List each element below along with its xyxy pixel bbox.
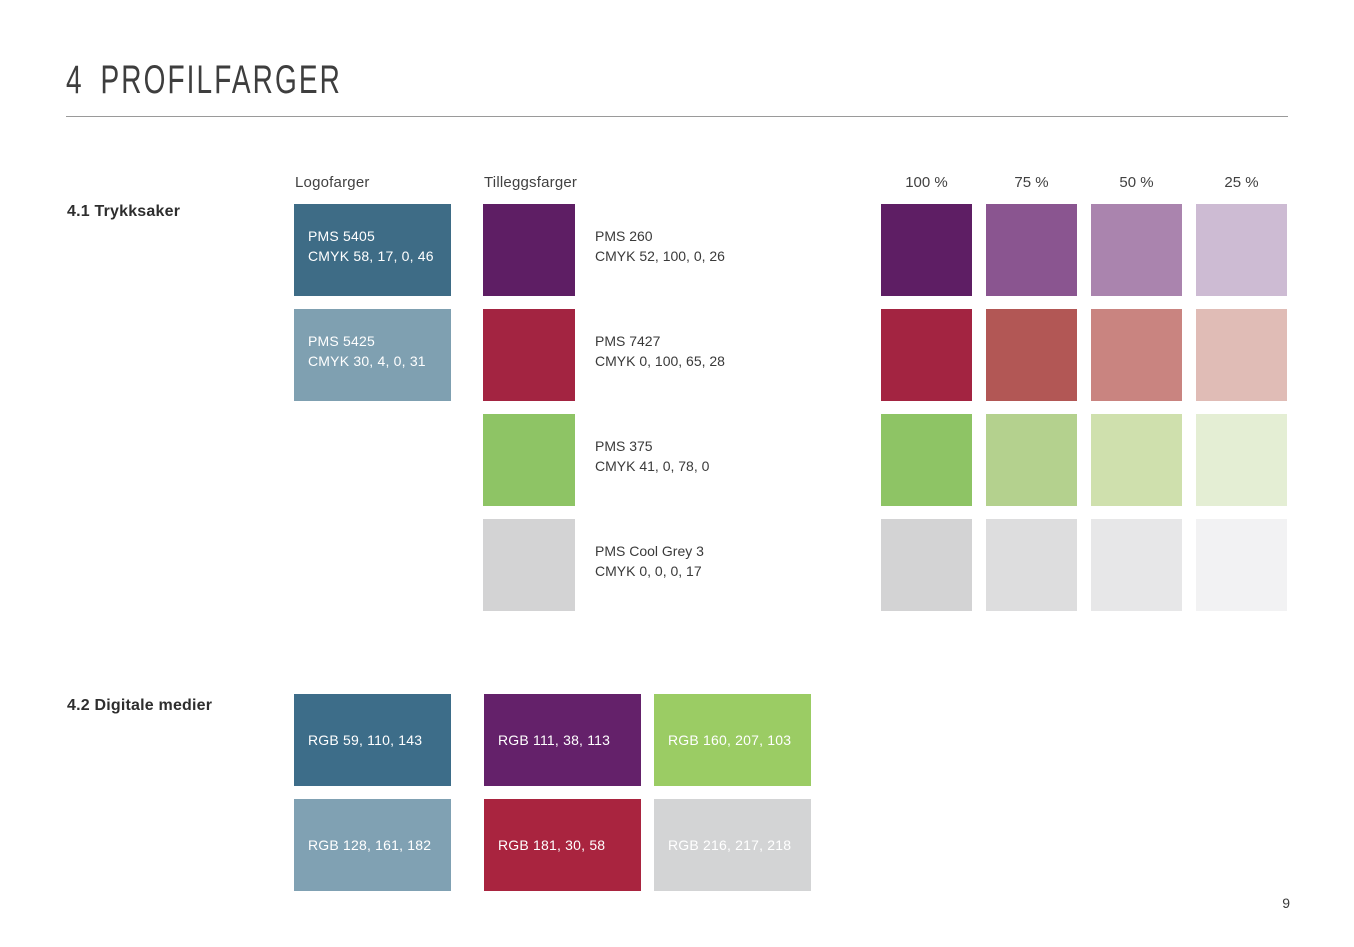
title-divider [66, 116, 1288, 117]
cmyk-value: CMYK 30, 4, 0, 31 [308, 353, 426, 369]
pms-name: PMS 375 [595, 438, 653, 454]
additional-color-desc: PMS Cool Grey 3 CMYK 0, 0, 0, 17 [595, 541, 704, 581]
tint-swatch [881, 309, 972, 401]
cmyk-value: CMYK 41, 0, 78, 0 [595, 458, 710, 474]
pms-name: PMS 5425 [308, 333, 375, 349]
cmyk-value: CMYK 58, 17, 0, 46 [308, 248, 434, 264]
logo-colors-header: Logofarger [295, 174, 370, 191]
section-number: 4 [66, 58, 84, 102]
tint-swatch [986, 519, 1077, 611]
digital-color-swatch: RGB 181, 30, 58 [484, 799, 641, 891]
section-label-digital: 4.2 Digitale medier [67, 697, 213, 714]
additional-color-swatch [483, 414, 575, 506]
page-title: 4 PROFILFARGER [66, 58, 342, 103]
additional-color-desc: PMS 260 CMYK 52, 100, 0, 26 [595, 226, 725, 266]
pms-name: PMS 260 [595, 228, 653, 244]
tint-header-25: 25 % [1224, 174, 1259, 191]
rgb-value: RGB 216, 217, 218 [668, 837, 792, 853]
tint-swatch [1091, 414, 1182, 506]
tint-swatch [881, 414, 972, 506]
tint-swatch [986, 414, 1077, 506]
additional-color-swatch [483, 204, 575, 296]
additional-colors-header: Tilleggsfarger [484, 174, 578, 191]
digital-color-swatch: RGB 111, 38, 113 [484, 694, 641, 786]
rgb-value: RGB 128, 161, 182 [308, 837, 432, 853]
tint-swatch [1091, 309, 1182, 401]
digital-color-swatch: RGB 216, 217, 218 [654, 799, 811, 891]
tint-swatch [881, 204, 972, 296]
tint-swatch [986, 204, 1077, 296]
page-number: 9 [1282, 895, 1290, 911]
digital-color-swatch: RGB 128, 161, 182 [294, 799, 451, 891]
additional-color-swatch [483, 309, 575, 401]
tint-swatch [1091, 204, 1182, 296]
pms-name: PMS 7427 [595, 333, 661, 349]
rgb-value: RGB 59, 110, 143 [308, 732, 423, 748]
tint-header-100: 100 % [905, 174, 948, 191]
tint-swatch [1091, 519, 1182, 611]
tint-swatch [881, 519, 972, 611]
additional-color-desc: PMS 375 CMYK 41, 0, 78, 0 [595, 436, 709, 476]
digital-color-swatch: RGB 59, 110, 143 [294, 694, 451, 786]
section-label-print: 4.1 Trykksaker [67, 203, 181, 220]
tint-swatch [1196, 519, 1287, 611]
rgb-value: RGB 181, 30, 58 [498, 837, 606, 853]
cmyk-value: CMYK 52, 100, 0, 26 [595, 248, 725, 264]
cmyk-value: CMYK 0, 100, 65, 28 [595, 353, 725, 369]
logo-color-swatch: PMS 5425 CMYK 30, 4, 0, 31 [294, 309, 451, 401]
tint-swatch [1196, 414, 1287, 506]
tint-header-50: 50 % [1119, 174, 1154, 191]
rgb-value: RGB 160, 207, 103 [668, 732, 792, 748]
tint-swatch [1196, 309, 1287, 401]
digital-color-swatch: RGB 160, 207, 103 [654, 694, 811, 786]
tint-swatch [1196, 204, 1287, 296]
additional-color-desc: PMS 7427 CMYK 0, 100, 65, 28 [595, 331, 725, 371]
tint-header-75: 75 % [1014, 174, 1049, 191]
cmyk-value: CMYK 0, 0, 0, 17 [595, 563, 702, 579]
additional-color-swatch [483, 519, 575, 611]
rgb-value: RGB 111, 38, 113 [498, 732, 611, 748]
section-title: PROFILFARGER [100, 58, 342, 102]
pms-name: PMS 5405 [308, 228, 375, 244]
tint-swatch [986, 309, 1077, 401]
logo-color-swatch: PMS 5405 CMYK 58, 17, 0, 46 [294, 204, 451, 296]
pms-name: PMS Cool Grey 3 [595, 543, 704, 559]
